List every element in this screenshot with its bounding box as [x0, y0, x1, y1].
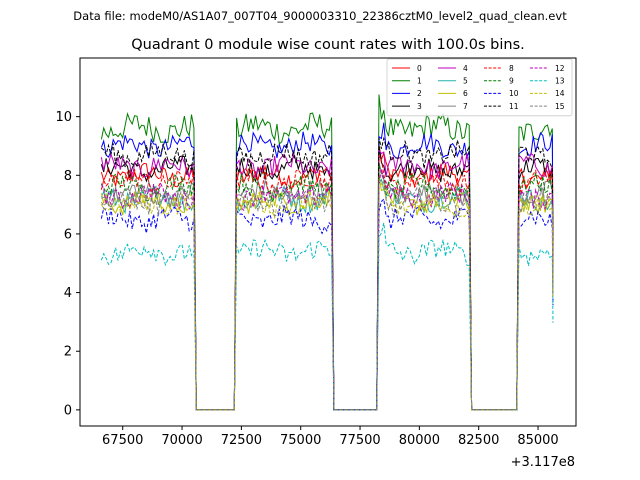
- y-tick-label: 6: [64, 227, 72, 242]
- legend-label-15: 15: [555, 102, 565, 111]
- x-tick-label: 80000: [399, 433, 440, 448]
- legend-label-12: 12: [555, 64, 565, 73]
- legend-box: [386, 58, 573, 117]
- y-tick-label: 4: [64, 286, 72, 301]
- legend-label-8: 8: [509, 64, 514, 73]
- x-offset-label: +3.117e8: [511, 455, 575, 470]
- x-axis: 67500 70000 72500 75000 77500 80000 82500 85000: [102, 426, 559, 448]
- x-tick-label: 70000: [161, 433, 202, 448]
- y-tick-label: 0: [64, 403, 72, 418]
- series-line-6: [100, 174, 554, 411]
- x-tick-label: 75000: [280, 433, 321, 448]
- y-tick-label: 8: [64, 169, 72, 184]
- series-line-10: [100, 198, 554, 411]
- series-line-1: [100, 94, 554, 411]
- x-tick-label: 77500: [339, 433, 380, 448]
- series-line-9: [100, 164, 554, 411]
- legend-label-13: 13: [555, 77, 565, 86]
- series-line-8: [100, 155, 554, 411]
- x-tick-label: 72500: [221, 433, 262, 448]
- series-line-14: [100, 178, 554, 411]
- series-line-13: [100, 222, 554, 411]
- legend-label-6: 6: [463, 89, 468, 98]
- y-tick-label: 2: [64, 345, 72, 360]
- x-tick-label: 67500: [102, 433, 143, 448]
- y-axis: 0 2 4 6 8 10: [55, 110, 80, 418]
- legend-label-1: 1: [417, 77, 422, 86]
- series-line-0: [100, 144, 554, 411]
- series-line-11: [101, 136, 554, 411]
- legend-label-4: 4: [463, 64, 468, 73]
- legend-label-3: 3: [417, 102, 422, 111]
- axes-frame: [79, 57, 577, 427]
- legend-label-9: 9: [509, 77, 514, 86]
- legend-label-0: 0: [417, 64, 422, 73]
- legend-label-11: 11: [509, 102, 519, 111]
- chart-title: Quadrant 0 module wise count rates with …: [131, 37, 525, 53]
- series-line-2: [100, 122, 554, 411]
- y-tick-label: 10: [55, 110, 72, 125]
- legend-label-7: 7: [463, 102, 468, 111]
- series-line-4: [100, 148, 554, 411]
- x-tick-label: 85000: [517, 433, 558, 448]
- legend-label-5: 5: [463, 77, 468, 86]
- data-file-label: Data file: modeM0/AS1A07_007T04_90000033…: [73, 9, 567, 23]
- plot-area: [79, 57, 577, 427]
- legend-label-14: 14: [555, 89, 565, 98]
- series-line-3: [100, 145, 554, 411]
- legend-label-2: 2: [417, 89, 422, 98]
- series-layer: [100, 94, 554, 411]
- legend-label-10: 10: [509, 89, 519, 98]
- x-tick-label: 82500: [458, 433, 499, 448]
- series-line-15: [100, 179, 554, 411]
